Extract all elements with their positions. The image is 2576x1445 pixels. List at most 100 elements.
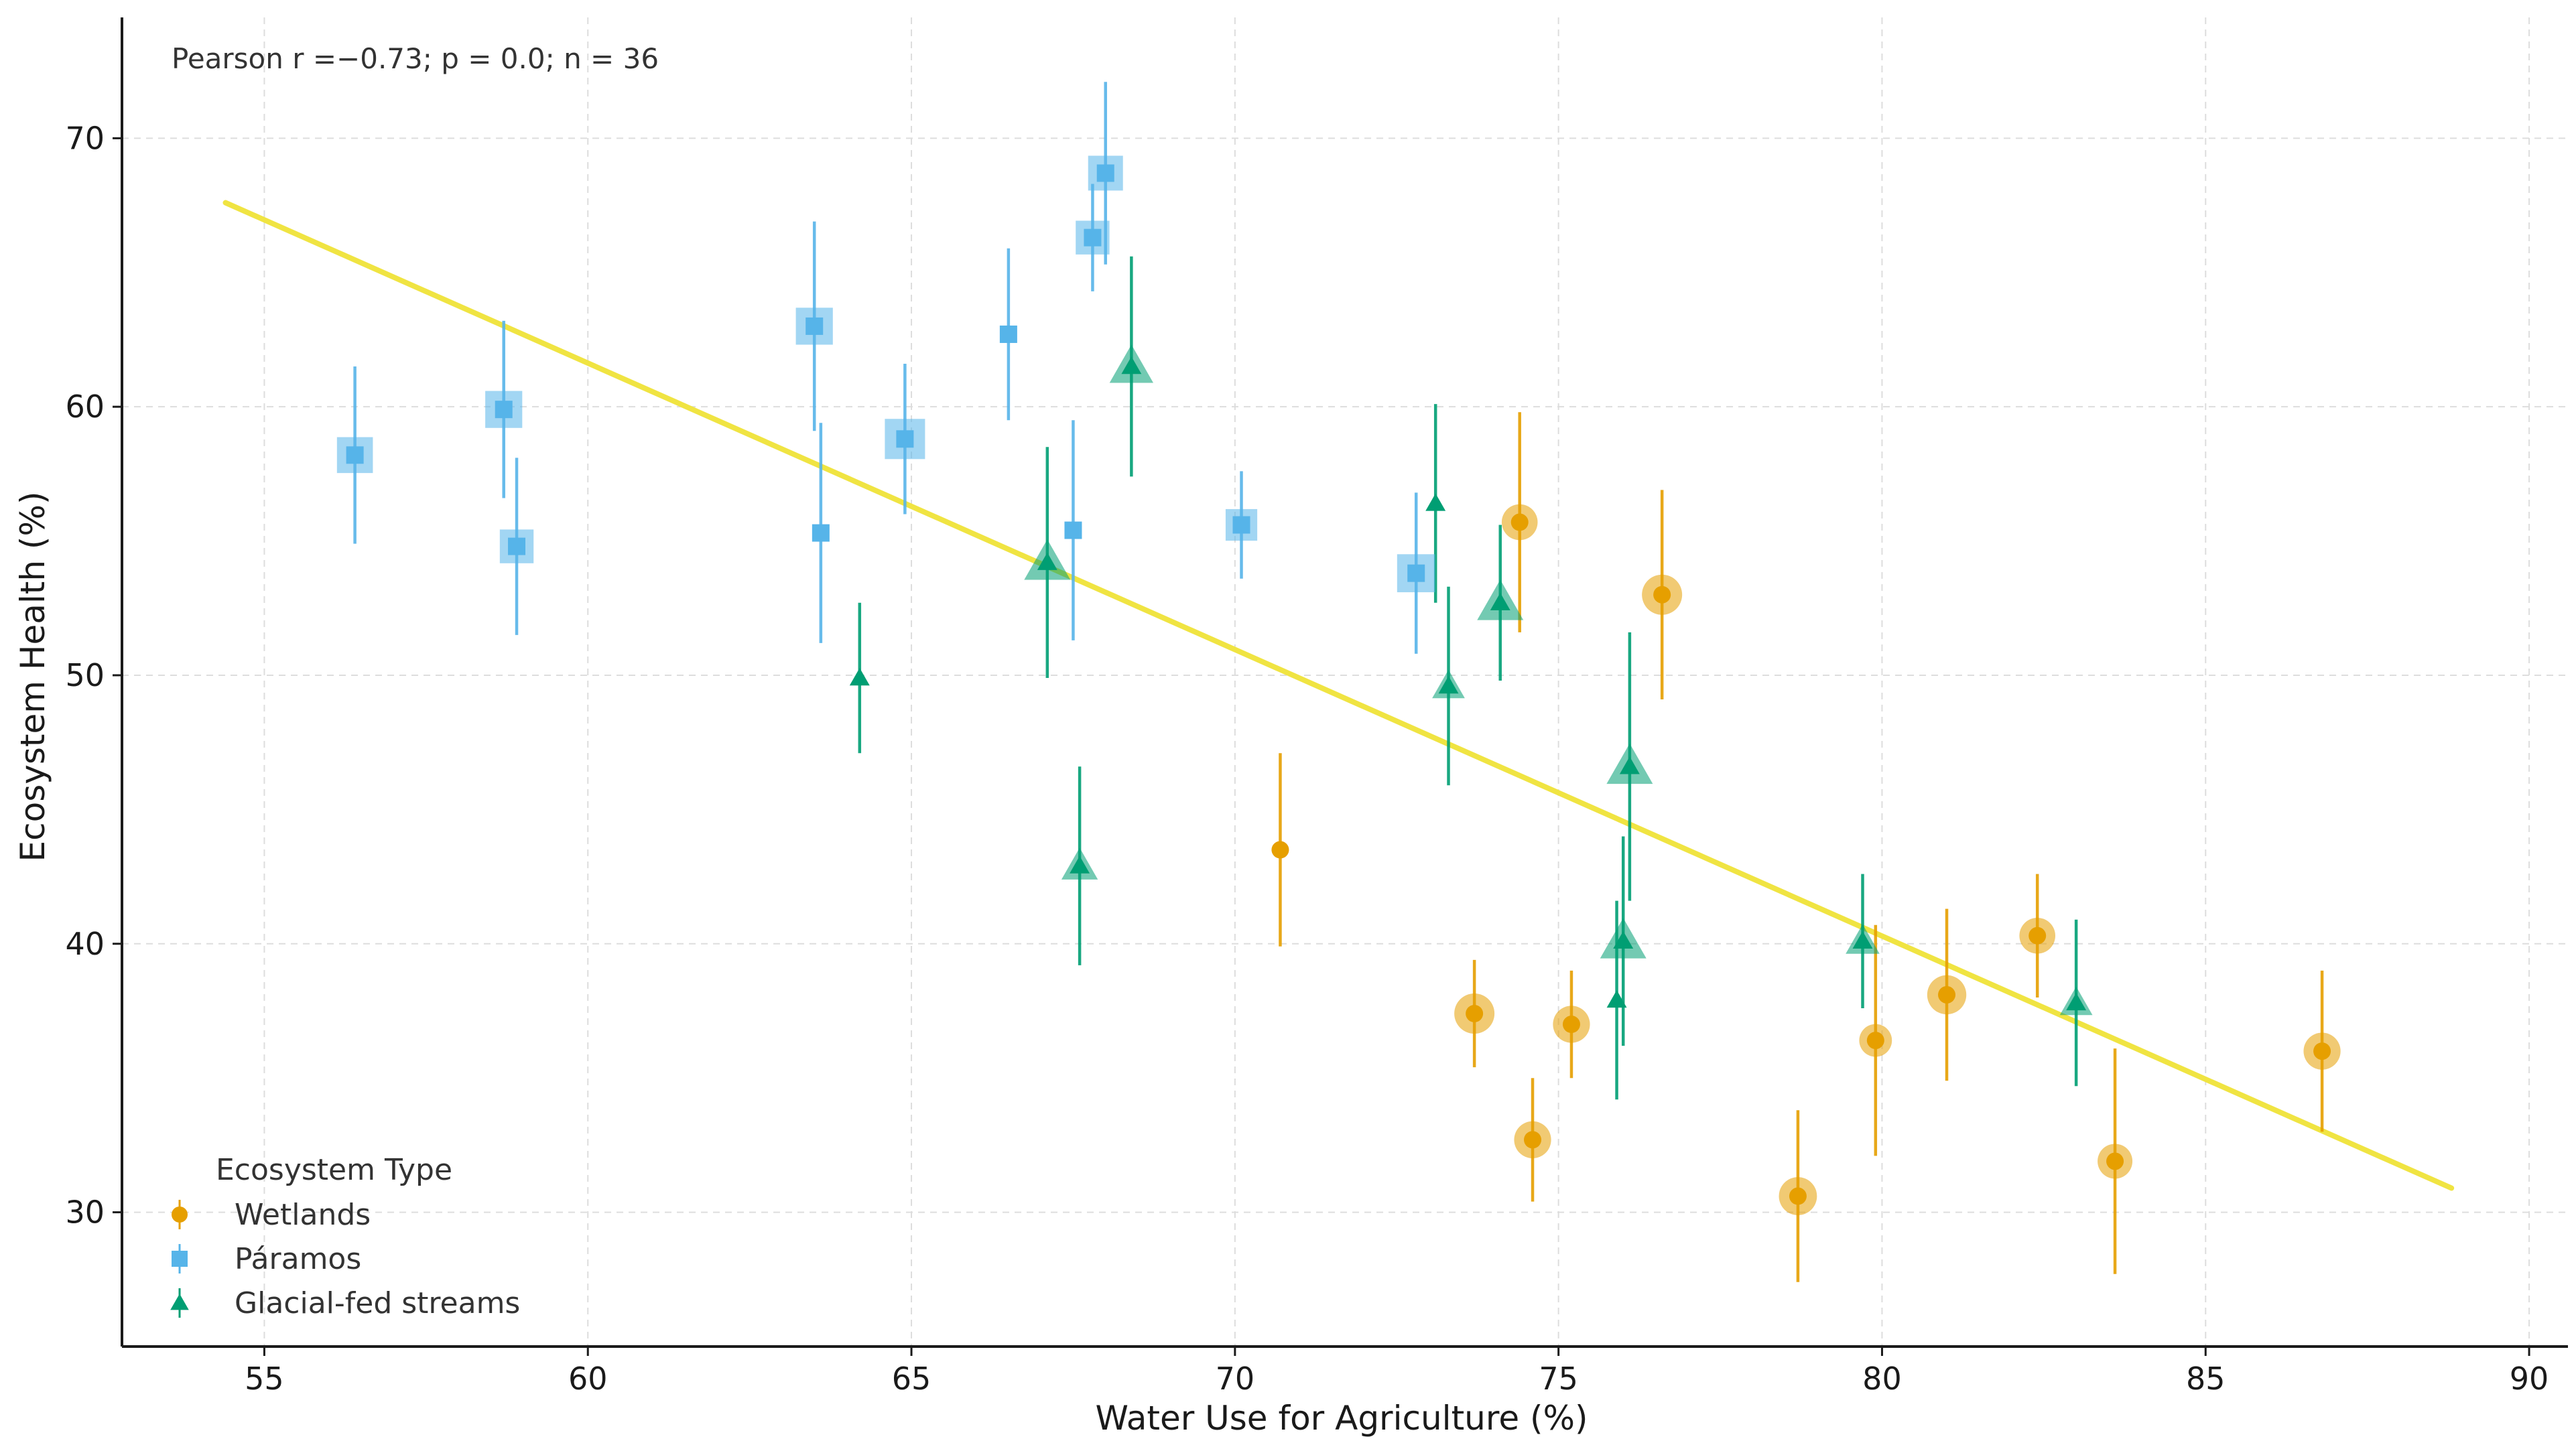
x-tick-label: 85: [2186, 1361, 2226, 1397]
glacial-fed-streams-point-core: [1619, 756, 1640, 774]
axes: [121, 17, 2568, 1348]
wetlands-point: [1501, 504, 1538, 541]
x-tick-label: 70: [1216, 1361, 1255, 1397]
regression-line: [222, 200, 2455, 1191]
wetlands-point: [1859, 1024, 1892, 1057]
data-points: [336, 155, 2341, 1215]
ticks: 55 60 65 70 75 80 85 90 30 40 50 60 70: [65, 120, 2549, 1397]
legend-marker-p-ramos: [172, 1251, 188, 1267]
p-ramos-point: [1225, 508, 1258, 541]
glacial-fed-streams-point: [849, 668, 870, 686]
p-ramos-point: [499, 529, 534, 563]
glacial-fed-streams-point-core: [1606, 990, 1627, 1008]
p-ramos-point-core: [508, 537, 526, 555]
p-ramos-point: [795, 307, 833, 345]
y-tick-label: 50: [65, 657, 105, 693]
p-ramos-point-core: [1407, 564, 1425, 582]
y-tick-label: 30: [65, 1194, 105, 1231]
pearson-annotation: Pearson r =−0.73; p = 0.0; n = 36: [172, 42, 659, 75]
wetlands-point-core: [2313, 1042, 2331, 1060]
p-ramos-point-core: [806, 317, 824, 335]
glacial-fed-streams-point-core: [1121, 356, 1142, 374]
glacial-fed-streams-point-core: [1490, 592, 1510, 610]
glacial-fed-streams-point: [1024, 539, 1071, 580]
wetlands-point-core: [1789, 1187, 1807, 1205]
glacial-fed-streams-point-core: [1613, 931, 1634, 949]
y-tick-label: 40: [65, 926, 105, 962]
p-ramos-point-core: [1084, 228, 1102, 247]
glacial-fed-streams-point: [1061, 847, 1098, 880]
glacial-fed-streams-point-core: [849, 668, 870, 686]
p-ramos-point: [1064, 521, 1082, 539]
legend-item-wetlands: Wetlands: [172, 1198, 371, 1232]
p-ramos-point-core: [1064, 521, 1082, 539]
wetlands-point: [2303, 1032, 2341, 1070]
wetlands-point-core: [2106, 1152, 2124, 1170]
wetlands-point-core: [1510, 513, 1529, 531]
legend: Ecosystem Type Wetlands Páramos Glacial-fe…: [170, 1153, 520, 1320]
glacial-fed-streams-point-core: [1070, 855, 1090, 874]
legend-items: Wetlands Páramos Glacial-fed streams: [170, 1198, 520, 1320]
p-ramos-point-core: [812, 524, 830, 542]
wetlands-point: [1514, 1121, 1551, 1158]
p-ramos-point-core: [999, 325, 1017, 343]
p-ramos-point: [1397, 554, 1435, 593]
p-ramos-point: [1076, 220, 1110, 255]
wetlands-point-core: [1524, 1131, 1542, 1149]
glacial-fed-streams-point-core: [2066, 993, 2087, 1011]
glacial-fed-streams-point: [1600, 918, 1647, 959]
p-ramos-point: [485, 391, 523, 428]
p-ramos-point: [999, 325, 1017, 343]
wetlands-point: [1553, 1006, 1590, 1043]
p-ramos-point-core: [1096, 164, 1114, 182]
legend-label-glacial-fed-streams: Glacial-fed streams: [235, 1286, 520, 1320]
legend-title: Ecosystem Type: [216, 1153, 452, 1187]
glacial-fed-streams-point-core: [1852, 931, 1873, 949]
wetlands-point-core: [1866, 1032, 1884, 1050]
p-ramos-point: [336, 437, 373, 474]
p-ramos-point: [885, 419, 925, 460]
wetlands-point: [2098, 1144, 2133, 1179]
wetlands-point-core: [1938, 985, 1956, 1004]
p-ramos-point-core: [896, 430, 914, 448]
glacial-fed-streams-point: [2059, 986, 2093, 1016]
y-axis-title: Ecosystem Health (%): [13, 492, 52, 862]
p-ramos-point-core: [495, 401, 513, 419]
grid: [122, 17, 2568, 1347]
wetlands-point-core: [1562, 1016, 1580, 1034]
y-tick-label: 60: [65, 389, 105, 425]
y-tick-label: 70: [65, 120, 105, 156]
glacial-fed-streams-point-core: [1438, 676, 1459, 694]
legend-label-wetlands: Wetlands: [235, 1198, 371, 1232]
glacial-fed-streams-point: [1846, 924, 1880, 954]
p-ramos-point-core: [346, 446, 364, 464]
wetlands-point: [1642, 574, 1683, 615]
p-ramos-point-core: [1232, 516, 1250, 534]
glacial-fed-streams-point: [1432, 669, 1465, 699]
wetlands-point: [1927, 975, 1967, 1015]
glacial-fed-streams-point: [1109, 344, 1154, 383]
wetlands-point: [2019, 917, 2056, 954]
legend-marker-glacial-fed-streams: [170, 1294, 189, 1310]
glacial-fed-streams-point: [1425, 493, 1446, 511]
legend-marker-wetlands: [172, 1207, 188, 1223]
legend-label-p-ramos: Páramos: [235, 1242, 361, 1276]
x-tick-label: 60: [568, 1361, 608, 1397]
wetlands-point: [1779, 1177, 1817, 1215]
fit-line-layer: [222, 200, 2455, 1191]
x-axis-title: Water Use for Agriculture (%): [1095, 1399, 1588, 1438]
glacial-fed-streams-point: [1477, 579, 1524, 620]
wetlands-point-core: [1466, 1004, 1484, 1022]
wetlands-point-core: [1271, 841, 1289, 859]
x-tick-label: 90: [2510, 1361, 2549, 1397]
p-ramos-point: [812, 524, 830, 542]
x-tick-label: 80: [1862, 1361, 1902, 1397]
glacial-fed-streams-point: [1606, 743, 1653, 784]
x-tick-label: 65: [892, 1361, 931, 1397]
p-ramos-point: [1088, 155, 1123, 191]
wetlands-point-core: [1653, 586, 1671, 604]
wetlands-point-core: [2028, 926, 2047, 945]
glacial-fed-streams-point: [1606, 990, 1627, 1008]
